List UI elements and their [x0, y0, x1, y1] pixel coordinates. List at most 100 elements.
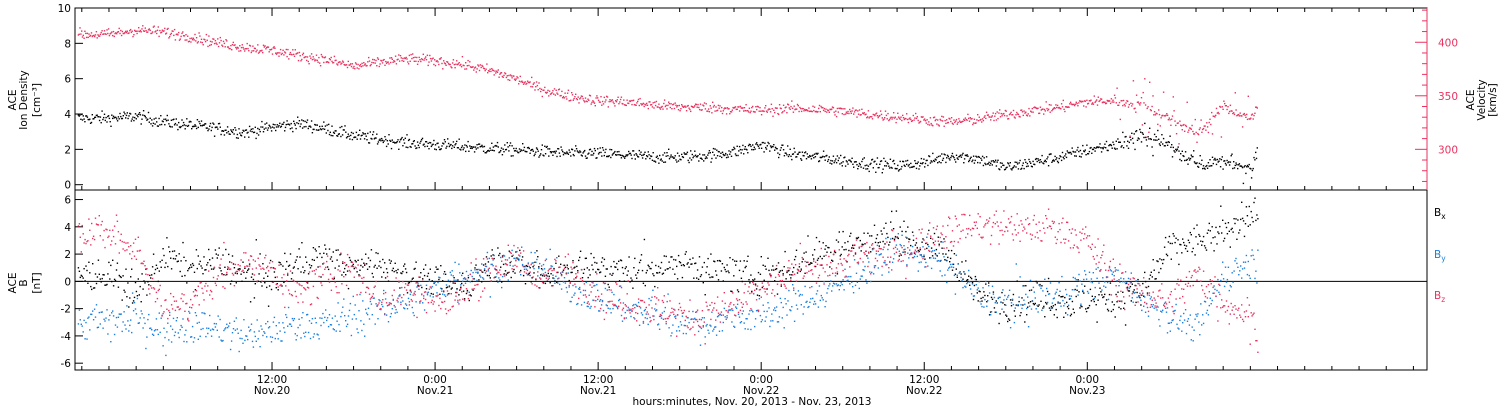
bottom-data-point [1101, 294, 1103, 296]
bottom-data-point [326, 266, 329, 268]
bottom-data-point [345, 325, 348, 328]
bottom-data-point [955, 268, 957, 270]
top-data-point [760, 110, 762, 112]
top-data-point [925, 159, 927, 162]
top-data-point [293, 120, 295, 122]
top-data-point [820, 105, 822, 108]
top-data-point [951, 122, 954, 124]
top-data-point [244, 136, 246, 138]
top-data-point [588, 152, 590, 154]
top-data-point [491, 69, 494, 71]
top-data-point [566, 92, 569, 94]
bottom-data-point [87, 317, 89, 319]
top-data-point [323, 128, 326, 130]
bottom-data-point [649, 316, 651, 319]
top-data-point [669, 106, 671, 109]
top-data-point [432, 143, 434, 145]
top-data-point [776, 148, 778, 150]
bottom-data-point [1074, 288, 1076, 291]
top-data-point [229, 48, 231, 50]
top-data-point [1235, 109, 1237, 111]
top-data-point [764, 142, 766, 144]
top-data-point [822, 155, 824, 158]
bottom-data-point [1214, 236, 1216, 238]
bottom-data-point [684, 324, 686, 327]
top-data-point [839, 163, 841, 165]
bottom-data-point [343, 271, 345, 273]
top-data-point [258, 51, 261, 53]
bottom-data-point [207, 262, 209, 264]
top-data-point [1081, 100, 1083, 102]
top-data-point [558, 88, 561, 90]
bottom-data-point [968, 275, 970, 277]
top-data-point [362, 65, 364, 67]
bottom-data-point [1047, 277, 1050, 280]
top-data-point [552, 154, 554, 156]
bottom-data-point [339, 330, 341, 332]
top-data-point [144, 27, 146, 29]
top-data-point [702, 104, 704, 106]
top-data-point [320, 128, 323, 131]
top-data-point [240, 46, 243, 49]
top-data-point [875, 113, 877, 115]
top-data-point [879, 114, 881, 117]
bottom-data-point [505, 274, 508, 276]
top-data-point [213, 135, 216, 137]
bottom-data-point [779, 270, 782, 272]
top-data-point [1132, 142, 1135, 144]
top-data-point [288, 124, 291, 126]
bottom-data-point [437, 268, 439, 270]
top-data-point [643, 153, 645, 155]
top-data-point [590, 154, 592, 156]
bottom-data-point [619, 285, 622, 287]
top-data-point [915, 162, 917, 165]
top-data-point [548, 148, 551, 150]
bottom-data-point [1160, 267, 1162, 270]
top-data-point [1137, 101, 1139, 103]
bottom-data-point [372, 276, 374, 278]
top-data-point [179, 126, 181, 129]
top-data-point [393, 141, 395, 143]
top-data-point [78, 115, 80, 117]
bottom-data-point [891, 210, 893, 213]
bottom-data-point [702, 282, 704, 284]
top-data-point [755, 106, 757, 108]
top-data-point [771, 145, 773, 148]
bottom-data-point [483, 268, 486, 270]
top-data-point [1073, 103, 1075, 106]
bottom-data-point [363, 323, 365, 325]
bottom-data-point [249, 301, 252, 303]
bottom-data-point [514, 272, 516, 274]
bottom-data-point [258, 273, 260, 275]
top-data-point [338, 133, 340, 135]
top-data-point [600, 96, 602, 98]
bottom-data-point [165, 262, 167, 264]
top-data-point [1236, 115, 1238, 117]
top-data-point [650, 104, 652, 106]
bottom-data-point [1157, 260, 1159, 263]
top-data-point [1020, 109, 1022, 111]
bottom-data-point [1179, 243, 1181, 246]
bottom-data-point [401, 272, 403, 275]
top-data-point [611, 99, 614, 101]
top-data-point [756, 144, 759, 146]
bottom-data-point [969, 276, 972, 279]
top-data-point [1105, 102, 1108, 104]
top-data-point [1082, 144, 1084, 147]
bottom-data-point [827, 246, 829, 249]
top-data-point [388, 63, 390, 65]
top-data-point [588, 149, 591, 151]
bottom-data-point [1151, 276, 1153, 278]
bottom-data-point [607, 307, 609, 309]
bottom-data-point [574, 292, 576, 294]
top-data-point [1040, 161, 1042, 163]
bottom-data-point [653, 315, 655, 317]
top-data-point [739, 148, 742, 151]
top-data-point [689, 108, 691, 111]
top-data-point [999, 168, 1001, 171]
top-data-point [157, 26, 159, 28]
top-data-point [703, 154, 706, 156]
top-data-point [690, 110, 692, 113]
top-data-point [1148, 131, 1150, 133]
bottom-data-point [355, 318, 357, 320]
